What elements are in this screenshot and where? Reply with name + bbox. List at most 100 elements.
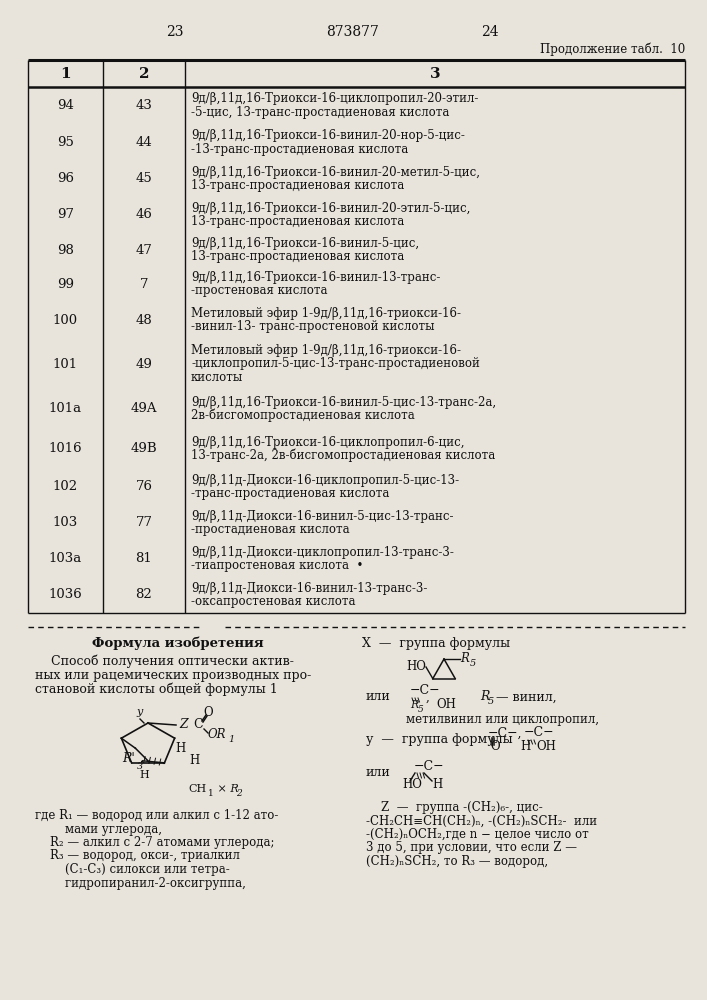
Text: 76: 76 [136,481,153,493]
Text: HO: HO [406,660,426,674]
Text: Способ получения оптически актив-: Способ получения оптически актив- [35,655,294,668]
Text: -тиапростеновая кислота  •: -тиапростеновая кислота • [191,559,363,572]
Text: 9д/β,11д-Диокси-циклопропил-13-транс-3-: 9д/β,11д-Диокси-циклопропил-13-транс-3- [191,546,454,559]
Text: 77: 77 [136,516,153,530]
Text: H: H [175,742,185,756]
Text: -13-транс-простадиеновая кислота: -13-транс-простадиеновая кислота [191,143,408,156]
Text: 43: 43 [136,99,153,112]
Text: (C₁-C₃) силокси или тетра-: (C₁-C₃) силокси или тетра- [35,863,230,876]
Text: 5: 5 [488,696,494,706]
Text: -простадиеновая кислота: -простадиеновая кислота [191,523,350,536]
Text: 96: 96 [57,172,74,186]
Text: H: H [139,770,149,780]
Text: 3: 3 [137,762,144,771]
Text: Формула изобретения: Формула изобретения [92,637,264,650]
Text: Z: Z [180,718,188,732]
Text: 1036: 1036 [49,588,83,601]
Text: × R: × R [214,784,239,794]
Text: 23: 23 [166,25,184,39]
Text: H: H [189,754,199,768]
Text: 9д/β,11д,16-Триокси-16-циклопропил-6-цис,: 9д/β,11д,16-Триокси-16-циклопропил-6-цис… [191,436,464,449]
Text: R: R [460,652,469,666]
Text: -транс-простадиеновая кислота: -транс-простадиеновая кислота [191,487,390,500]
Text: где R₁ — водород или алкил с 1-12 ато-: где R₁ — водород или алкил с 1-12 ато- [35,809,279,822]
Text: 9д/β,11д-Диокси-16-винил-5-цис-13-транс-: 9д/β,11д-Диокси-16-винил-5-цис-13-транс- [191,510,453,523]
Text: Метиловый эфир 1-9д/β,11д,16-триокси-16-: Метиловый эфир 1-9д/β,11д,16-триокси-16- [191,307,461,320]
Text: гидропиранил-2-оксигруппа,: гидропиранил-2-оксигруппа, [35,876,246,890]
Text: или: или [366,766,391,780]
Text: ных или рацемических производных про-: ных или рацемических производных про- [35,669,311,682]
Text: 82: 82 [136,588,153,601]
Text: кислоты: кислоты [191,371,243,384]
Text: 48: 48 [136,314,153,326]
Text: 873877: 873877 [327,25,380,39]
Text: 95: 95 [57,136,74,149]
Text: 47: 47 [136,243,153,256]
Text: 5: 5 [470,658,477,668]
Text: -винил-13- транс-простеновой кислоты: -винил-13- транс-простеновой кислоты [191,320,435,333]
Text: 9д/β,11д,16-Триокси-16-винил-20-нор-5-цис-: 9д/β,11д,16-Триокси-16-винил-20-нор-5-ци… [191,129,465,142]
Text: Продолжение табл.  10: Продолжение табл. 10 [539,42,685,55]
Text: -простеновая кислота: -простеновая кислота [191,284,327,297]
Text: 9д/β,11д,16-Триокси-16-винил-20-этил-5-цис,: 9д/β,11д,16-Триокси-16-винил-20-этил-5-ц… [191,202,470,215]
Text: 45: 45 [136,172,153,186]
Text: 9д/β,11д,16-Триокси-16-винил-5-цис,: 9д/β,11д,16-Триокси-16-винил-5-цис, [191,237,419,250]
Text: R: R [480,690,489,704]
Text: 5: 5 [418,706,423,714]
Text: (CH₂)ₙSCH₂, то R₃ — водород,: (CH₂)ₙSCH₂, то R₃ — водород, [366,855,548,868]
Text: -оксапростеновая кислота: -оксапростеновая кислота [191,595,356,608]
Text: 100: 100 [53,314,78,326]
Text: 94: 94 [57,99,74,112]
Text: 2: 2 [236,788,242,798]
Text: или: или [366,690,391,704]
Text: мами углерода,: мами углерода, [35,822,162,836]
Text: R₂ — алкил с 2-7 атомами углерода;: R₂ — алкил с 2-7 атомами углерода; [35,836,274,849]
Text: X  —  группа формулы: X — группа формулы [362,637,510,650]
Text: 9д/β,11д,16-Триокси-16-циклопропил-20-этил-: 9д/β,11д,16-Триокси-16-циклопропил-20-эт… [191,92,479,105]
Text: 101: 101 [53,358,78,370]
Text: становой кислоты общей формулы 1: становой кислоты общей формулы 1 [35,683,278,696]
Text: Z  —  группа -(CH₂)₆-, цис-: Z — группа -(CH₂)₆-, цис- [366,801,543,814]
Text: 103: 103 [53,516,78,530]
Text: — винил,: — винил, [492,690,556,704]
Text: −C−,: −C−, [488,726,522,740]
Text: 2в-бисгомопростадиеновая кислота: 2в-бисгомопростадиеновая кислота [191,409,415,422]
Text: 49: 49 [136,358,153,370]
Text: CH: CH [188,784,206,794]
Text: 13-транс-простадиеновая кислота: 13-транс-простадиеновая кислота [191,215,404,228]
Text: 9д/β,11д,16-Триокси-16-винил-13-транс-: 9д/β,11д,16-Триокси-16-винил-13-транс- [191,271,440,284]
Text: 13-транс-простадиеновая кислота: 13-транс-простадиеновая кислота [191,250,404,263]
Text: OH: OH [436,698,456,712]
Text: 13-транс-простадиеновая кислота: 13-транс-простадиеновая кислота [191,179,404,192]
Text: R': R' [122,752,135,765]
Text: -(CH₂)ₙOCH₂,где n − целое число от: -(CH₂)ₙOCH₂,где n − целое число от [366,828,589,841]
Text: H: H [432,778,443,792]
Text: 1: 1 [60,66,71,81]
Text: −C−: −C− [410,684,440,698]
Text: -CH₂CH≡CH(CH₂)ₙ, -(CH₂)ₙSCH₂-  или: -CH₂CH≡CH(CH₂)ₙ, -(CH₂)ₙSCH₂- или [366,814,597,828]
Text: HO: HO [402,778,422,792]
Text: 49A: 49A [131,402,157,416]
Text: 98: 98 [57,243,74,256]
Text: H: H [520,740,530,754]
Text: 7: 7 [140,277,148,290]
Text: −C−: −C− [524,726,554,740]
Text: 102: 102 [53,481,78,493]
Text: 9д/β,11д-Диокси-16-циклопропил-5-цис-13-: 9д/β,11д-Диокси-16-циклопропил-5-цис-13- [191,474,459,487]
Text: у: у [136,707,144,717]
Text: 1: 1 [208,788,214,798]
Text: OR: OR [208,728,226,742]
Text: 9д/β,11д,16-Триокси-16-винил-20-метил-5-цис,: 9д/β,11д,16-Триокси-16-винил-20-метил-5-… [191,166,480,179]
Text: у  —  группа формулы: у — группа формулы [366,732,513,746]
Text: 46: 46 [136,209,153,222]
Text: ,: , [426,690,430,704]
Text: OH: OH [536,740,556,754]
Text: 44: 44 [136,136,153,149]
Text: R₃ — водород, окси-, триалкил: R₃ — водород, окси-, триалкил [35,850,240,862]
Text: 3: 3 [430,66,440,81]
Text: 1: 1 [228,734,234,744]
Text: -5-цис, 13-транс-простадиеновая кислота: -5-цис, 13-транс-простадиеновая кислота [191,106,450,119]
Text: 1016: 1016 [49,442,82,456]
Text: C: C [193,718,203,732]
Text: O: O [490,740,500,754]
